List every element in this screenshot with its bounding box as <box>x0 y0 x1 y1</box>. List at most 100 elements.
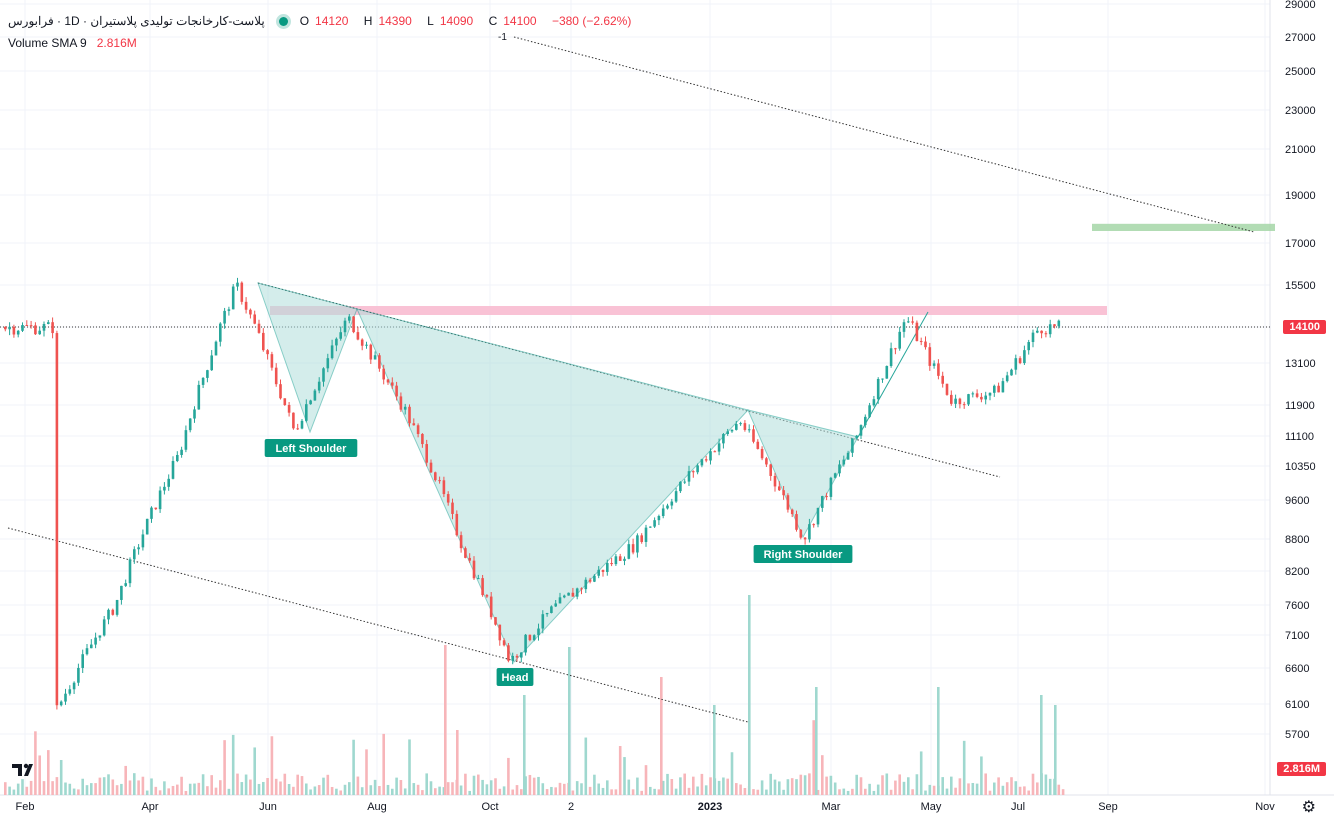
volume-bar <box>778 781 781 795</box>
volume-bar <box>444 645 447 795</box>
candle-body <box>799 529 803 538</box>
candle-body <box>502 640 506 646</box>
x-tick-label: 2 <box>568 801 574 813</box>
volume-bar <box>902 781 906 795</box>
candle-body <box>102 619 106 636</box>
volume-bar <box>188 783 192 795</box>
candle-body <box>743 423 747 430</box>
volume-bar <box>481 779 484 795</box>
candle-body <box>769 464 772 476</box>
candle-body <box>85 648 89 655</box>
candle-body <box>287 404 291 413</box>
tradingview-logo-icon[interactable] <box>10 760 38 782</box>
candle-body <box>206 370 209 378</box>
candle-body <box>244 301 248 310</box>
candle-body <box>193 409 196 419</box>
candle-body <box>25 325 29 327</box>
volume-bar <box>1054 705 1057 795</box>
candle-body <box>197 384 201 410</box>
candle-body <box>1053 324 1056 327</box>
candle-body <box>253 314 256 324</box>
volume-bar <box>795 779 798 795</box>
volume-bar <box>102 777 106 795</box>
candle-body <box>623 558 626 561</box>
volume-bar <box>743 788 747 795</box>
volume-bar <box>842 788 846 795</box>
candle-body <box>795 514 798 530</box>
candle-body <box>12 326 16 335</box>
volume-bar <box>326 774 330 795</box>
volume-bar <box>395 777 398 795</box>
volume-bar <box>412 783 416 795</box>
volume-bar <box>739 784 742 795</box>
candle-body <box>545 613 549 615</box>
candle-body <box>438 480 441 482</box>
volume-bar <box>950 776 953 795</box>
volume-bar <box>627 779 631 795</box>
candle-body <box>532 635 536 641</box>
candle-body <box>416 425 420 434</box>
volume-bar <box>851 788 854 795</box>
volume-bar <box>773 779 777 795</box>
y-tick-label: 23000 <box>1285 105 1316 117</box>
gear-icon[interactable]: ⚙ <box>1301 799 1316 816</box>
symbol-title[interactable]: پلاست-کارخانجات تولیدی پلاستیران · 1D · … <box>8 14 265 28</box>
candle-body <box>391 382 394 386</box>
volume-bar <box>636 777 639 795</box>
candle-body <box>227 309 231 311</box>
candle-body <box>563 595 566 598</box>
candle-body <box>459 535 463 549</box>
volume-bar <box>532 777 536 795</box>
volume-bar <box>253 747 256 795</box>
candle-body <box>494 617 497 625</box>
candle-body <box>378 355 381 369</box>
volume-bar <box>408 739 411 795</box>
candle-body <box>154 507 158 510</box>
candle-body <box>1010 369 1013 376</box>
volume-bar <box>993 782 996 795</box>
candle-body <box>16 330 20 335</box>
volume-bar <box>240 782 244 795</box>
candle-body <box>167 478 170 487</box>
volume-bar <box>700 773 704 795</box>
volume-bar <box>55 777 59 795</box>
candle-body <box>808 524 811 540</box>
candle-body <box>1014 358 1018 370</box>
candle-body <box>803 537 807 540</box>
volume-bar <box>563 783 566 795</box>
volume-bar <box>709 777 712 795</box>
x-tick-label: Apr <box>141 801 158 813</box>
volume-bar <box>339 790 342 795</box>
volume-bar <box>446 782 450 795</box>
volume-bar <box>68 783 72 795</box>
volume-bar <box>416 784 420 795</box>
volume-bar <box>588 786 592 795</box>
candle-body <box>661 508 665 517</box>
volume-bar <box>593 774 596 795</box>
candle-body <box>184 430 188 450</box>
volume-bar <box>348 782 351 795</box>
candle-body <box>477 578 480 580</box>
volume-bar <box>133 773 136 795</box>
volume-bar <box>640 790 643 795</box>
candle-body <box>825 496 828 498</box>
candle-body <box>876 378 880 400</box>
volume-bar <box>262 781 265 795</box>
volume-indicator-label[interactable]: Volume SMA 9 <box>8 36 87 50</box>
y-tick-label: 17000 <box>1285 238 1316 250</box>
volume-bar <box>958 778 962 795</box>
volume-bar <box>610 789 613 795</box>
volume-bar <box>528 774 532 795</box>
candle-body <box>666 505 669 509</box>
volume-bar <box>150 778 153 795</box>
volume-bar <box>523 695 526 795</box>
candle-body <box>842 459 846 465</box>
volume-bar <box>244 774 248 795</box>
volume-bar <box>438 786 441 795</box>
candle-body <box>188 418 192 431</box>
candle-body <box>640 535 643 542</box>
candle-body <box>1044 333 1048 335</box>
volume-bar <box>748 595 751 795</box>
candle-body <box>124 583 127 586</box>
